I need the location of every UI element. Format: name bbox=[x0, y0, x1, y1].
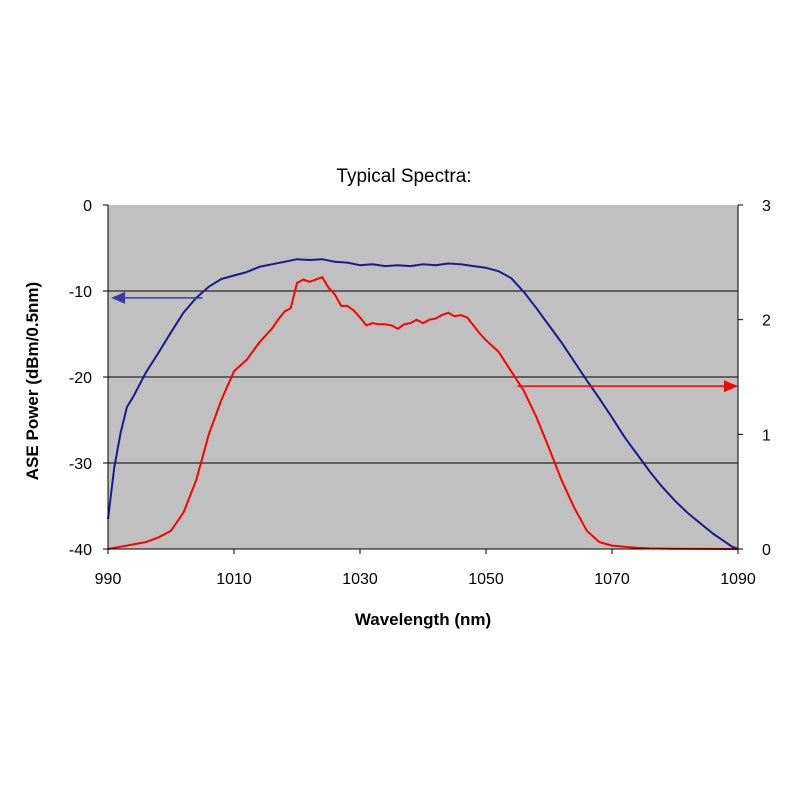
y-tick-label: -40 bbox=[69, 542, 92, 559]
y2-tick-label: 3 bbox=[762, 198, 771, 215]
grid bbox=[108, 290, 738, 464]
arrow-head bbox=[724, 380, 738, 393]
y-axis-label: ASE Power (dBm/0.5nm) bbox=[23, 282, 42, 480]
arrow-annotation-left bbox=[111, 291, 203, 304]
x-tick-label: 1050 bbox=[468, 571, 504, 588]
y-tick-label: -10 bbox=[69, 284, 92, 301]
series-layer bbox=[107, 258, 739, 550]
series-line-right-axis bbox=[107, 276, 738, 550]
y-ticks: 0 -10 -20 -30 -40 bbox=[69, 198, 108, 559]
annotation-layer bbox=[111, 291, 738, 393]
arrow-head bbox=[111, 291, 126, 304]
y-tick-label: -30 bbox=[69, 456, 92, 473]
x-axis-label: Wavelength (nm) bbox=[355, 610, 491, 629]
y2-tick-label: 0 bbox=[762, 542, 771, 559]
x-tick-label: 990 bbox=[95, 571, 122, 588]
x-tick-label: 1030 bbox=[342, 571, 378, 588]
y-tick-label: -20 bbox=[69, 370, 92, 387]
y-tick-label: 0 bbox=[83, 198, 92, 215]
series-line-left-axis bbox=[107, 258, 739, 550]
x-tick-label: 1090 bbox=[720, 571, 756, 588]
y2-tick-label: 2 bbox=[762, 313, 771, 330]
y2-tick-label: 1 bbox=[762, 427, 771, 444]
chart-title: Typical Spectra: bbox=[336, 166, 471, 187]
arrow-annotation-right bbox=[517, 380, 738, 393]
x-tick-label: 1070 bbox=[594, 571, 630, 588]
x-ticks: 990 1010 1030 1050 1070 1090 bbox=[95, 549, 756, 588]
x-tick-label: 1010 bbox=[216, 571, 252, 588]
y2-ticks: 3 2 1 0 bbox=[738, 198, 771, 559]
